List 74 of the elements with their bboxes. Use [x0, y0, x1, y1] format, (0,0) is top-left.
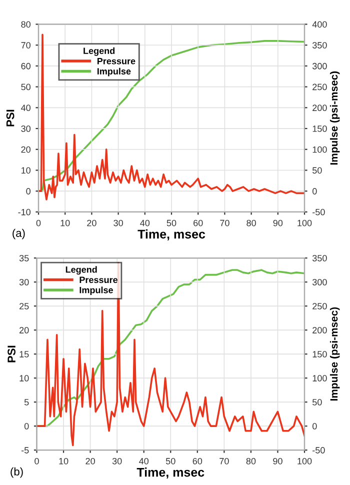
- y-tick-label: 0: [24, 423, 29, 430]
- legend-title: Legend: [84, 47, 115, 56]
- y2-tick-label: 50: [312, 399, 322, 406]
- y2-tick-label: 200: [312, 327, 327, 334]
- x-tick-label: 0: [36, 220, 41, 226]
- x-tick-label: 90: [273, 458, 282, 464]
- y-tick-label: 70: [21, 42, 31, 48]
- y2-tick-label: 150: [312, 125, 327, 132]
- legend-label: Pressure: [97, 58, 136, 64]
- x-tick-label: 60: [192, 458, 202, 464]
- y-tick-label: 60: [21, 62, 31, 70]
- y-tick-label: 25: [20, 303, 29, 310]
- y2-tick-label: 200: [312, 104, 327, 112]
- x-tick-label: 60: [194, 220, 203, 226]
- x-tick-label: 50: [166, 458, 176, 464]
- y-tick-label: 40: [21, 104, 31, 112]
- y2-tick-label: -50: [312, 447, 325, 454]
- y-axis-title: PSI: [8, 346, 16, 362]
- text: (b): [10, 467, 23, 478]
- x-tick-label: 10: [59, 458, 68, 464]
- x-tick-label: 100: [298, 220, 312, 226]
- y2-tick-label: 100: [312, 375, 327, 382]
- x-tick-label: 0: [34, 458, 39, 464]
- legend-label: Impulse: [80, 286, 113, 296]
- y-tick-label: 20: [20, 327, 29, 334]
- x-tick-label: 70: [220, 220, 230, 226]
- y-axis-title: PSI: [6, 110, 14, 126]
- x-tick-label: 40: [139, 458, 149, 464]
- y2-tick-label: 350: [312, 42, 327, 48]
- text: (a): [12, 228, 25, 240]
- y2-tick-label: 100: [312, 146, 327, 153]
- x-axis-title: Time, msec: [136, 468, 204, 479]
- x-tick-label: 50: [166, 220, 176, 226]
- x-tick-label: 20: [86, 458, 95, 464]
- y-tick-label: 30: [19, 278, 29, 286]
- y2-tick-label: -50: [312, 208, 325, 216]
- y-tick-label: 5: [24, 399, 29, 406]
- y-tick-label: -5: [21, 447, 29, 454]
- y-tick-label: -10: [18, 208, 31, 216]
- y2-tick-label: 350: [312, 254, 327, 262]
- y-tick-label: 35: [19, 254, 29, 262]
- y2-tick-label: 50: [312, 167, 322, 174]
- x-tick-label: 70: [220, 458, 229, 464]
- x-tick-label: 20: [87, 220, 96, 226]
- x-tick-label: 90: [273, 220, 283, 226]
- y2-axis-title: Impulse (psi-msec): [330, 71, 340, 165]
- x-tick-label: 30: [114, 220, 123, 226]
- y2-tick-label: 400: [312, 21, 327, 28]
- legend-label: Pressure: [80, 276, 118, 284]
- y2-tick-label: 0: [312, 188, 317, 194]
- y-tick-label: 50: [21, 84, 31, 90]
- y-tick-label: 0: [26, 188, 31, 194]
- x-tick-label: 40: [140, 220, 150, 226]
- y2-tick-label: 0: [312, 423, 317, 430]
- x-tick-label: 100: [298, 458, 312, 464]
- x-tick-label: 30: [112, 458, 122, 464]
- y-tick-label: 30: [21, 125, 31, 132]
- y-tick-label: 20: [21, 146, 31, 153]
- y2-tick-label: 150: [312, 351, 327, 358]
- x-tick-label: 10: [60, 220, 70, 226]
- legend-title: Legend: [66, 266, 97, 275]
- y-tick-label: 10: [22, 167, 31, 174]
- y2-tick-label: 300: [312, 62, 327, 70]
- y2-tick-label: 300: [312, 278, 327, 286]
- x-tick-label: 80: [246, 220, 256, 226]
- y2-axis-title: Impulse (psi-msec): [330, 307, 340, 401]
- y-tick-label: 80: [21, 21, 31, 28]
- x-axis-title: Time, msec: [138, 229, 206, 240]
- legend-label: Impulse: [97, 68, 131, 76]
- y-tick-label: 10: [20, 375, 29, 382]
- x-tick-label: 80: [246, 458, 256, 464]
- y2-tick-label: 250: [312, 303, 327, 310]
- y2-tick-label: 250: [312, 84, 327, 90]
- y-tick-label: 15: [20, 351, 29, 358]
